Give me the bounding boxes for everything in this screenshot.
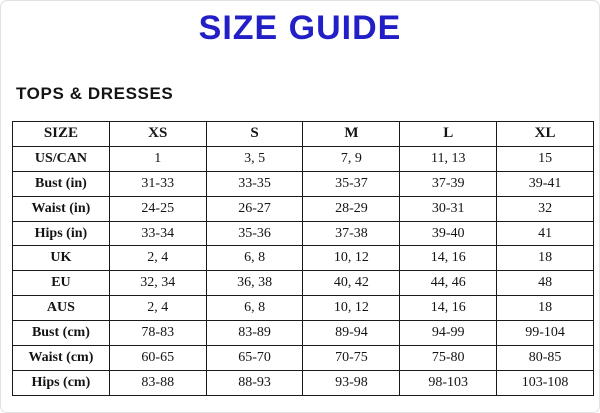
cell: 14, 16 [399,295,498,322]
table-row: Waist (in) 24-25 26-27 28-29 30-31 32 [12,195,594,222]
size-table-header: SIZE XS S M L XL [12,121,594,147]
row-label: US/CAN [12,145,110,172]
cell: 39-41 [496,170,594,197]
size-table: SIZE XS S M L XL US/CAN 1 3, 5 7, 9 11, 13 15 Bust … [12,121,594,396]
cell: 41 [496,220,594,247]
header-row: SIZE XS S M L XL [12,121,594,147]
cell: 36, 38 [205,270,304,297]
cell: 83-89 [205,320,304,347]
table-row: Waist (cm) 60-65 65-70 70-75 75-80 80-85 [12,345,594,371]
cell: 11, 13 [399,145,498,172]
cell: 2, 4 [108,245,207,272]
cell: 94-99 [399,320,498,347]
cell: 35-37 [302,170,401,197]
column-header: L [399,121,498,147]
column-header: S [205,121,304,147]
cell: 3, 5 [205,145,304,172]
cell: 10, 12 [302,295,401,322]
table-row: Hips (cm) 83-88 88-93 93-98 98-103 103-108 [12,369,594,396]
cell: 89-94 [302,320,401,347]
cell: 37-39 [399,170,498,197]
cell: 75-80 [399,345,498,371]
cell: 37-38 [302,220,401,247]
cell: 26-27 [205,195,304,222]
cell: 60-65 [108,345,207,371]
cell: 6, 8 [205,295,304,322]
cell: 10, 12 [302,245,401,272]
cell: 80-85 [496,345,594,371]
row-label: Hips (in) [12,220,110,247]
table-row: AUS 2, 4 6, 8 10, 12 14, 16 18 [12,295,594,322]
cell: 103-108 [496,369,594,396]
table-row: UK 2, 4 6, 8 10, 12 14, 16 18 [12,245,594,272]
cell: 65-70 [205,345,304,371]
cell: 70-75 [302,345,401,371]
cell: 15 [496,145,594,172]
cell: 1 [108,145,207,172]
row-label: Bust (cm) [12,320,110,347]
cell: 2, 4 [108,295,207,322]
cell: 18 [496,295,594,322]
cell: 32 [496,195,594,222]
row-label: UK [12,245,110,272]
table-row: Bust (cm) 78-83 83-89 89-94 94-99 99-104 [12,320,594,347]
cell: 30-31 [399,195,498,222]
cell: 93-98 [302,369,401,396]
cell: 99-104 [496,320,594,347]
cell: 33-35 [205,170,304,197]
row-label: EU [12,270,110,297]
cell: 24-25 [108,195,207,222]
row-label: Bust (in) [12,170,110,197]
cell: 31-33 [108,170,207,197]
column-header: XS [108,121,207,147]
table-row: Bust (in) 31-33 33-35 35-37 37-39 39-41 [12,170,594,197]
cell: 48 [496,270,594,297]
cell: 35-36 [205,220,304,247]
cell: 7, 9 [302,145,401,172]
cell: 6, 8 [205,245,304,272]
cell: 83-88 [108,369,207,396]
row-label: AUS [12,295,110,322]
column-header: SIZE [12,121,110,147]
cell: 33-34 [108,220,207,247]
size-table-body: US/CAN 1 3, 5 7, 9 11, 13 15 Bust (in) 31-33 33-… [12,145,594,396]
cell: 40, 42 [302,270,401,297]
cell: 14, 16 [399,245,498,272]
column-header: M [302,121,401,147]
cell: 39-40 [399,220,498,247]
row-label: Waist (cm) [12,345,110,371]
row-label: Hips (cm) [12,369,110,396]
cell: 44, 46 [399,270,498,297]
cell: 28-29 [302,195,401,222]
column-header: XL [496,121,594,147]
cell: 32, 34 [108,270,207,297]
table-row: EU 32, 34 36, 38 40, 42 44, 46 48 [12,270,594,297]
page-title: SIZE GUIDE [198,9,402,47]
table-row: US/CAN 1 3, 5 7, 9 11, 13 15 [12,145,594,172]
row-label: Waist (in) [12,195,110,222]
table-row: Hips (in) 33-34 35-36 37-38 39-40 41 [12,220,594,247]
section-heading: TOPS & DRESSES [16,84,174,103]
cell: 18 [496,245,594,272]
cell: 78-83 [108,320,207,347]
cell: 98-103 [399,369,498,396]
cell: 88-93 [205,369,304,396]
